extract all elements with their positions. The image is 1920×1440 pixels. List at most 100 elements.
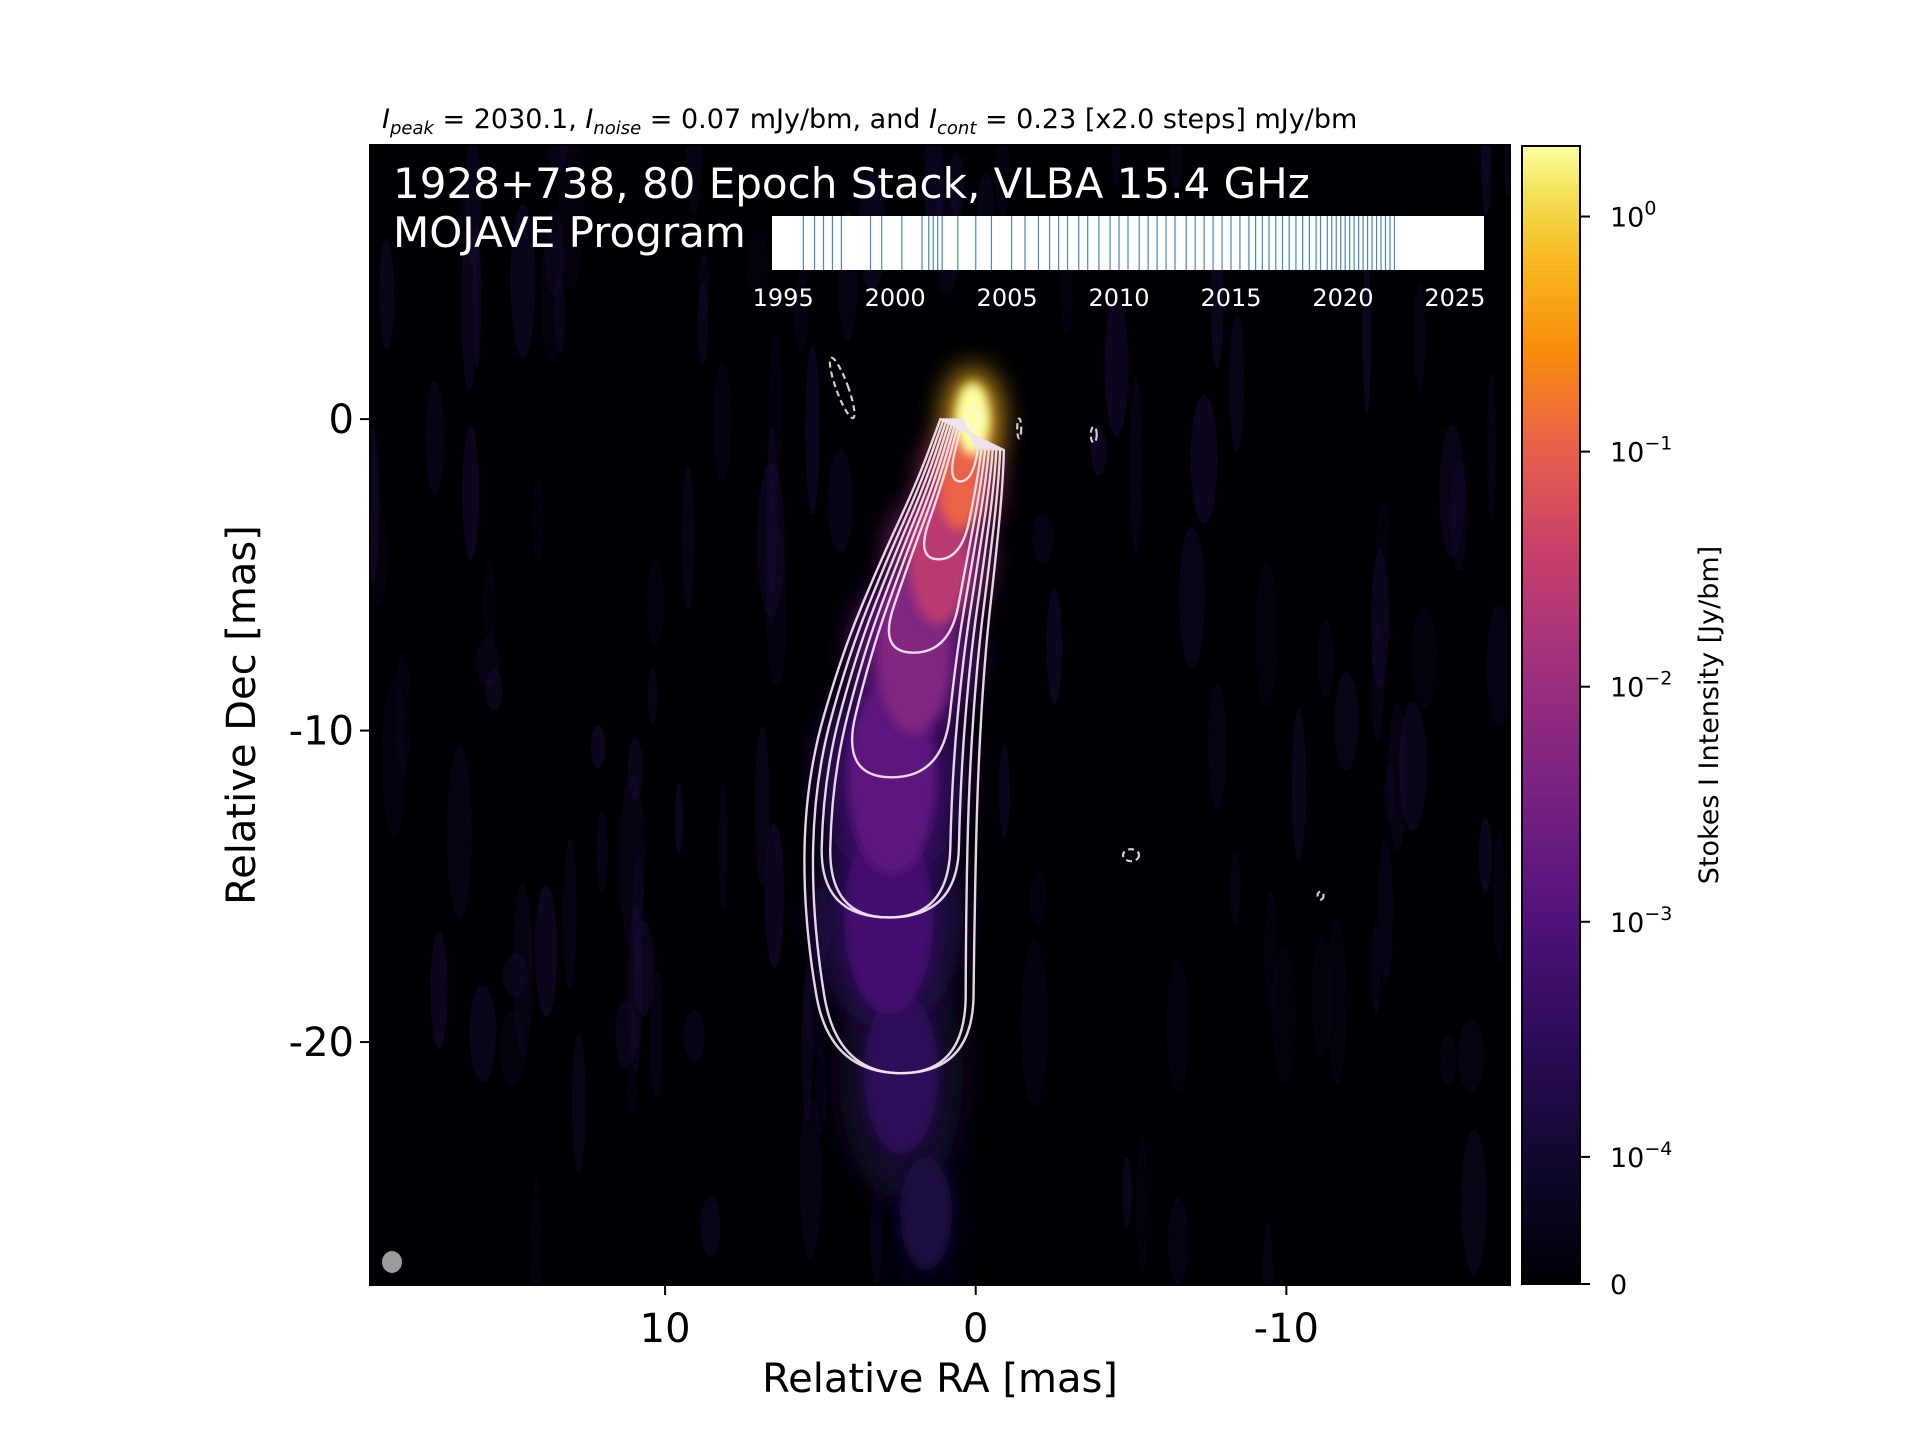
- noise-streak: [472, 225, 482, 370]
- noise-streak: [1169, 145, 1183, 189]
- noise-streak: [502, 953, 528, 998]
- noise-streak: [1486, 604, 1510, 727]
- noise-streak: [683, 1010, 705, 1061]
- colorbar-tick-label: 0: [1610, 1270, 1627, 1301]
- noise-streak: [1121, 1157, 1132, 1228]
- noise-streak: [1371, 619, 1385, 744]
- noise-streak: [765, 524, 788, 687]
- noise-streak: [446, 745, 472, 920]
- noise-streak: [766, 426, 778, 596]
- noise-layer: [370, 145, 1510, 1285]
- noise-streak: [1493, 828, 1505, 964]
- noise-streak: [430, 931, 448, 1050]
- noise-streak: [512, 882, 533, 1058]
- noise-streak: [698, 253, 710, 319]
- noise-streak: [1413, 280, 1426, 392]
- colorbar-label: Stokes I Intensity [Jy/bm]: [1694, 546, 1725, 884]
- noise-streak: [532, 477, 543, 564]
- noise-streak: [1461, 1129, 1487, 1274]
- epoch-tick-label: 1995: [753, 284, 814, 312]
- y-tick-label: -10: [289, 709, 354, 755]
- noise-streak: [1111, 145, 1121, 187]
- noise-streak: [535, 884, 558, 1018]
- noise-streak: [1334, 671, 1359, 771]
- noise-streak: [1384, 761, 1395, 825]
- noise-streak: [1440, 1033, 1457, 1087]
- noise-streak: [425, 380, 444, 496]
- noise-streak: [1168, 1197, 1189, 1285]
- restoring-beam: [382, 1251, 402, 1273]
- x-axis-label: Relative RA [mas]: [762, 1356, 1118, 1402]
- colorbar: 100 10−1 10−2 10−3 10−4 0 Stokes I Intensity …: [1521, 145, 1725, 1301]
- noise-streak: [531, 1175, 541, 1285]
- noise-streak: [370, 504, 388, 607]
- noise-streak: [648, 666, 658, 725]
- colorbar-tick-label: 10−4: [1610, 1138, 1672, 1174]
- noise-streak: [1255, 560, 1278, 708]
- noise-streak: [1478, 817, 1492, 892]
- source-title: 1928+738, 80 Epoch Stack, VLBA 15.4 GHz: [393, 159, 1310, 208]
- noise-streak: [1032, 511, 1054, 565]
- noise-streak: [1362, 256, 1371, 415]
- noise-streak: [1388, 703, 1407, 851]
- noise-streak: [510, 204, 536, 358]
- epoch-tick-label: 2025: [1424, 284, 1485, 312]
- noise-streak: [628, 904, 643, 1073]
- noise-streak: [540, 230, 565, 365]
- noise-streak: [948, 152, 965, 218]
- noise-streak: [553, 274, 566, 354]
- noise-streak: [1271, 946, 1296, 1084]
- colorbar-tick-label: 100: [1610, 198, 1656, 234]
- contour-level: [922, 417, 983, 561]
- noise-streak: [458, 181, 471, 265]
- noise-streak: [697, 282, 709, 364]
- noise-streak: [799, 1097, 822, 1259]
- noise-streak: [1486, 371, 1496, 522]
- noise-streak: [461, 221, 478, 391]
- epoch-tick-label: 2015: [1200, 284, 1261, 312]
- noise-streak: [1292, 708, 1306, 862]
- noise-streak: [764, 822, 785, 968]
- contour-level: [950, 417, 979, 483]
- noise-streak: [590, 725, 606, 769]
- noise-streak: [462, 426, 479, 560]
- noise-streak: [870, 1185, 883, 1284]
- noise-streak: [563, 837, 577, 990]
- epoch-lines: [802, 216, 1396, 270]
- noise-streak: [754, 725, 770, 887]
- epoch-tick-label: 2000: [865, 284, 926, 312]
- noise-streak: [681, 467, 695, 610]
- image-panel: 10 0 -10 0 -10 -20: [289, 144, 1511, 1352]
- noise-streak: [685, 145, 703, 216]
- colorbar-gradient: [1521, 145, 1581, 1285]
- contour-level: [803, 417, 1006, 1075]
- noise-streak: [768, 332, 783, 483]
- noise-streak: [649, 972, 664, 1099]
- noise-streak: [499, 1010, 526, 1088]
- noise-streak: [828, 448, 853, 554]
- contour-level: [887, 417, 987, 654]
- noise-streak: [801, 970, 813, 1123]
- y-axis-label: Relative Dec [mas]: [219, 525, 265, 905]
- noise-streak: [626, 1069, 638, 1115]
- noise-streak: [1130, 376, 1142, 555]
- noise-streak: [483, 559, 496, 654]
- contour-set: [803, 356, 1325, 1075]
- x-tick-label: -10: [1254, 1306, 1319, 1352]
- x-tick-label: 0: [963, 1306, 988, 1352]
- noise-streak: [793, 276, 809, 353]
- noise-streak: [1311, 935, 1334, 1059]
- noise-streak: [1166, 956, 1190, 1094]
- noise-streak: [486, 669, 503, 711]
- colorbar-tick-label: 10−2: [1610, 668, 1672, 704]
- noise-streak: [1504, 145, 1510, 198]
- noise-streak: [1481, 145, 1492, 216]
- contour-level: [964, 406, 981, 432]
- noise-streak: [633, 920, 654, 1017]
- noise-streak: [1020, 941, 1049, 1107]
- noise-streak: [757, 463, 785, 618]
- image-stats-header: Ipeak = 2030.1, Inoise = 0.07 mJy/bm, an…: [382, 104, 1357, 139]
- noise-streak: [1135, 1131, 1148, 1278]
- negative-contour: [828, 356, 856, 420]
- noise-streak: [1439, 424, 1465, 558]
